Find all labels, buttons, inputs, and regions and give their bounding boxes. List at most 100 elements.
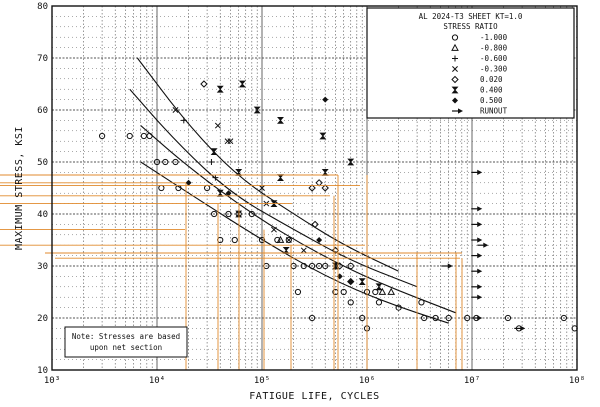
x-tick-label: 10³ [44,376,60,386]
data-point-plus [180,117,187,124]
note-box [64,326,188,358]
legend-marker-x [452,66,458,72]
data-point-arrow [471,268,483,274]
data-point-arrow [471,315,483,321]
data-point-circle [294,288,302,296]
data-point-circle [146,132,153,140]
y-tick-label: 80 [37,2,48,12]
data-point-diamond-open [308,184,316,192]
data-point-circle [300,262,307,270]
data-point-circle [158,184,165,192]
data-point-circle [285,236,292,244]
data-point-x [172,107,179,113]
data-point-arrow [441,263,453,269]
note-line-2: upon net section [90,343,162,352]
data-point-x [259,185,265,191]
note-line-1: Note: Stresses are based [72,332,180,341]
y-tick-label: 30 [37,262,48,272]
data-point-triangle [387,287,396,295]
y-tick-label: 10 [37,366,48,376]
data-point-x [300,247,307,254]
legend-label: -1.000 [480,33,508,42]
data-point-circle [322,262,329,270]
tick-labels: 10 20 30 40 50 60 70 80 10³ 10⁴ 10⁵ 10⁶ 10⁷ 10⁸ [37,2,585,386]
x-tick-label: 10⁶ [359,376,375,386]
data-point-diamond-open [321,184,329,192]
data-point-triangle [378,287,387,295]
y-tick-label: 50 [37,158,48,168]
data-point-circle [258,236,266,244]
data-point-arrow [471,206,483,212]
data-point-circle [225,210,232,218]
data-point-hourglass [282,246,290,254]
data-point-circle [140,132,147,140]
data-point-plus [212,174,219,181]
data-point-arrow [471,237,483,243]
legend-marker-arrow [452,108,463,114]
data-point-diamond-open [311,220,319,229]
data-point-circle [347,262,354,270]
legend-marker-hourglass [451,86,459,94]
fit-curve [140,125,456,314]
x-tick-label: 10⁸ [569,376,585,386]
data-points [98,80,578,332]
y-tick-label: 70 [37,54,48,64]
data-point-circle [308,314,316,322]
data-point-hourglass [210,148,218,156]
data-point-arrow [471,284,483,290]
data-point-circle [98,132,106,140]
data-point-diamond [185,179,192,186]
data-point-circle [395,304,402,311]
data-point-hourglass [375,283,383,291]
plot-frame [51,5,578,371]
x-axis-label: FATIGUE LIFE, CYCLES [249,391,379,402]
legend-label: 0.020 [480,75,503,84]
legend-marker-plus [452,55,458,62]
data-point-circle [248,210,255,218]
data-point-circle [560,314,567,322]
y-axis-label: MAXIMUM STRESS, KSI [14,126,25,250]
data-point-circle [421,314,428,322]
data-point-x [285,237,292,243]
legend-marker-diamond [452,97,458,104]
data-point-x [214,122,221,129]
data-point-circle [504,314,512,322]
legend-label: -0.800 [480,44,508,53]
fit-curve [140,161,449,324]
data-point-arrow [471,253,483,259]
data-point-plus [208,159,215,165]
legend-label: 0.500 [480,96,503,105]
y-tick-label: 40 [37,210,48,220]
fit-curve [129,88,418,288]
legend-label: 0.400 [480,86,503,95]
data-point-hourglass [277,117,284,124]
data-point-circle [211,210,218,218]
x-tick-label: 10⁴ [149,376,165,386]
legend-box [366,7,575,119]
data-point-hourglass [347,158,355,166]
data-point-arrow [514,325,526,331]
reference-lines [0,174,463,370]
legend-label: -0.600 [480,54,508,63]
data-point-circle [172,158,179,166]
data-point-circle [308,262,316,270]
data-point-arrow [471,169,483,175]
x-tick-label: 10⁵ [254,376,270,386]
data-point-diamond [316,237,323,243]
legend-label: RUNOUT [480,107,508,116]
legend-marker-diamond-open [451,75,459,84]
data-point-circle [445,314,452,322]
data-point-circle [464,314,471,322]
data-point-hourglass [253,106,261,114]
y-tick-label: 20 [37,314,48,324]
legend-title: AL 2024-T3 SHEET KT=1.0 [419,12,523,21]
legend-label: -0.300 [480,65,508,74]
data-point-x [227,138,234,145]
data-point-diamond [322,96,329,103]
legend-marker-triangle [451,43,459,51]
data-point-arrow [471,221,483,227]
data-point-circle [316,262,323,270]
data-point-hourglass [216,189,224,197]
legend: AL 2024-T3 SHEET KT=1.0 STRESS RATIO -1.… [366,7,575,119]
